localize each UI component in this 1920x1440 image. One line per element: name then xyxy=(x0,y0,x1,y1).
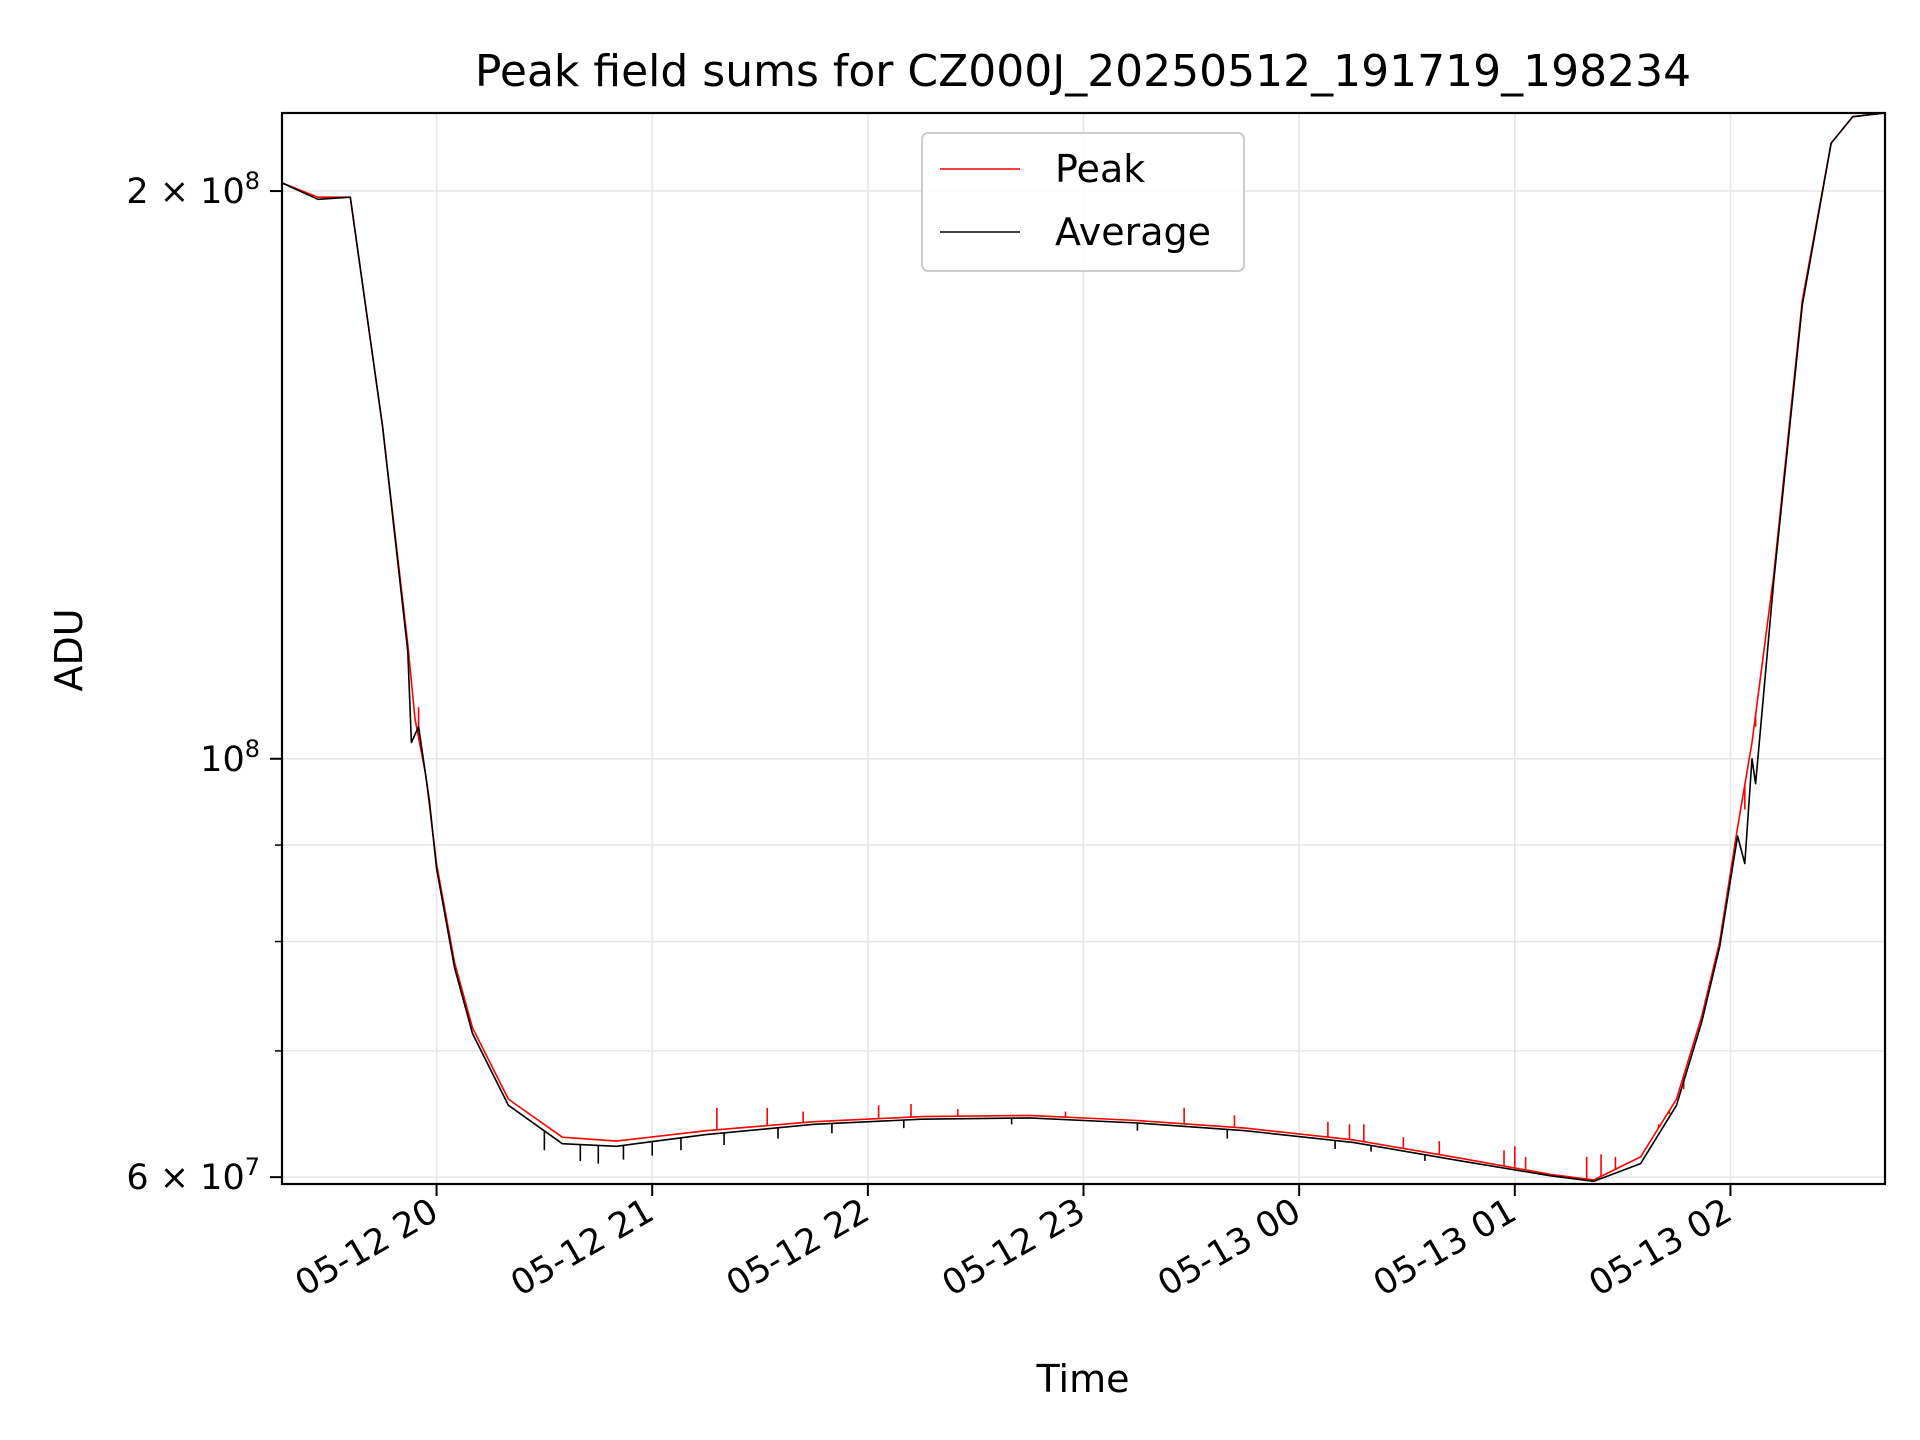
x-axis: 05-12 20 05-12 21 05-12 22 05-12 23 05-13 00… xyxy=(289,1184,1739,1304)
legend: Peak Average xyxy=(921,132,1245,272)
y-axis-label: ADU xyxy=(47,608,91,691)
x-tick-label-4: 05-13 00 xyxy=(1151,1191,1307,1304)
y-axis: 6 × 107 108 2 × 108 xyxy=(126,167,282,1198)
legend-label-average: Average xyxy=(1055,210,1211,254)
x-tick-label-1: 05-12 21 xyxy=(504,1191,660,1304)
x-tick-label-3: 05-12 23 xyxy=(936,1191,1092,1304)
grid xyxy=(282,113,1885,1184)
x-tick-label-6: 05-13 02 xyxy=(1583,1191,1739,1304)
y-tick-label-1: 108 xyxy=(200,735,260,780)
y-tick-label-2: 2 × 108 xyxy=(126,167,260,212)
legend-label-peak: Peak xyxy=(1055,147,1145,191)
x-tick-label-2: 05-12 22 xyxy=(720,1191,876,1304)
legend-box xyxy=(921,132,1245,272)
x-tick-label-5: 05-13 01 xyxy=(1367,1191,1523,1304)
series-layer xyxy=(281,112,1886,1183)
x-tick-label-0: 05-12 20 xyxy=(289,1191,445,1304)
series-line-peak xyxy=(281,112,1886,1181)
y-tick-label-0: 6 × 107 xyxy=(126,1153,260,1198)
series-line-average xyxy=(281,112,1886,1183)
chart-title: Peak field sums for CZ000J_20250512_1917… xyxy=(475,46,1691,97)
x-axis-label: Time xyxy=(1036,1357,1130,1401)
